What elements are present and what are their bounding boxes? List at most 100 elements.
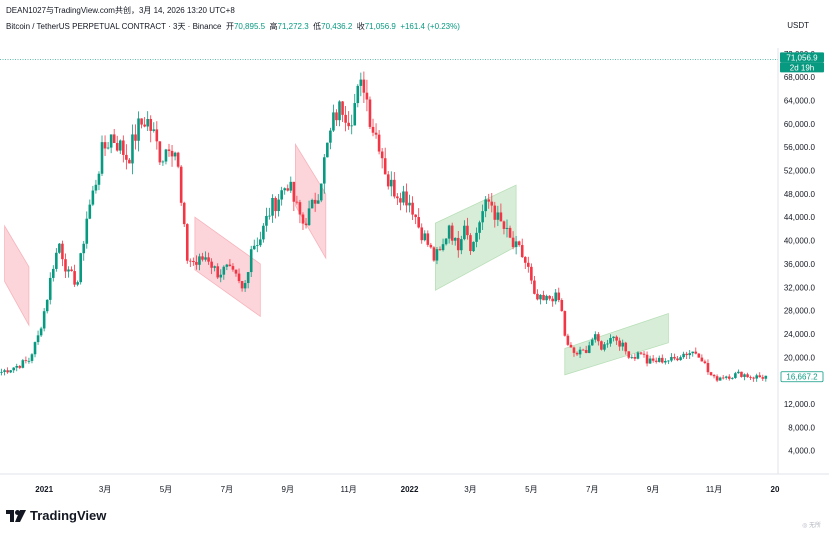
candle-body [657,357,661,362]
candle-body [743,374,746,377]
candle-body [520,245,524,258]
high-value: 71,272.3 [277,22,309,31]
countdown-value: 2d 19h [790,63,814,72]
candle-body [557,292,561,301]
candle-body [603,344,606,350]
candle-body [231,266,235,270]
candle-body [85,218,89,244]
candle-body [42,311,46,329]
candle-body [420,227,424,241]
candle-body [654,360,658,362]
candle-body [533,280,536,294]
candle-body [724,376,728,378]
candle-body [679,357,682,361]
candle-body [249,249,253,273]
time-axis[interactable]: 2021 3月 5月 7月 9月 11月 2022 3月 5月 7月 9月 11月 20 [35,485,780,494]
candle-body [30,354,34,361]
candle-body [670,356,673,361]
channel-red-0 [4,224,30,327]
candle-body [237,273,241,282]
candle-body [386,174,390,187]
candle-body [115,143,119,151]
candle-body [58,243,61,253]
candle-body [24,360,28,361]
candle-body [377,134,381,152]
x-tick-label: 5月 [160,485,172,494]
candle-body [685,353,688,356]
candle-body [612,336,615,339]
candle-body [472,241,475,252]
symbol-ohlc-line: Bitcoin / TetherUS PERPETUAL CONTRACT · … [6,21,460,32]
candle-body [88,204,92,219]
currency-label[interactable]: USDT [787,21,809,30]
candles-layer [0,71,768,383]
candle-body [633,357,637,359]
countdown-tag [780,62,824,73]
candle-body [688,353,691,356]
x-tick-label: 9月 [647,485,659,494]
candle-body [581,349,585,351]
candle-body [761,377,765,379]
candle-body [499,212,503,222]
x-tick-label: 20 [771,485,780,494]
y-tick-label: 36,000.0 [784,260,816,269]
candle-body [185,224,189,261]
candle-body [329,130,332,143]
y-tick-label: 68,000.0 [784,73,816,82]
candle-body [703,361,707,364]
candle-body [590,339,594,346]
candle-body [600,341,603,350]
candle-body [475,232,478,242]
candle-body [192,260,195,263]
candle-body [700,357,704,362]
candle-body [182,202,186,225]
candle-body [408,202,411,206]
candle-body [338,101,341,121]
candle-body [648,358,652,364]
candle-body [222,266,226,275]
candle-body [33,342,37,355]
candle-body [322,157,326,184]
x-tick-label: 2021 [35,485,53,494]
candle-body [146,118,149,127]
candle-body [91,190,95,205]
candle-body [697,353,701,358]
candle-body [76,282,79,285]
low-value: 70,436.2 [321,22,353,31]
candle-body [268,215,271,217]
close-label: 收 [356,22,365,31]
symbol-title[interactable]: Bitcoin / TetherUS PERPETUAL CONTRACT · … [6,22,222,31]
candle-body [502,221,506,229]
candle-body [283,188,287,191]
x-tick-label: 11月 [706,485,722,494]
candle-body [176,152,180,167]
candle-body [718,377,722,381]
price-marker-value: 16,667.2 [786,373,818,382]
candle-body [441,244,445,251]
candle-body [734,373,737,378]
y-tick-label: 40,000.0 [784,237,816,246]
candle-body [399,198,402,203]
candle-body [545,295,548,301]
candle-body [67,269,70,272]
close-value: 71,056.9 [364,22,396,31]
candle-body [508,227,512,238]
candle-body [493,205,497,220]
candle-body [371,126,375,133]
candle-body [481,211,484,223]
candle-body [514,241,518,248]
candle-body [198,256,201,265]
price-axis[interactable]: 4,000.0 8,000.0 12,000.0 20,000.0 24,000.0 28… [784,50,816,456]
candle-body [262,225,265,240]
y-tick-label: 56,000.0 [784,143,816,152]
candle-body [749,377,752,378]
candle-body [706,363,710,373]
candle-body [134,134,137,141]
candle-body [469,235,472,252]
candle-body [593,334,597,340]
candle-body [210,261,213,268]
candle-body [252,245,256,250]
x-tick-label: 7月 [221,485,233,494]
candle-body [362,79,366,93]
